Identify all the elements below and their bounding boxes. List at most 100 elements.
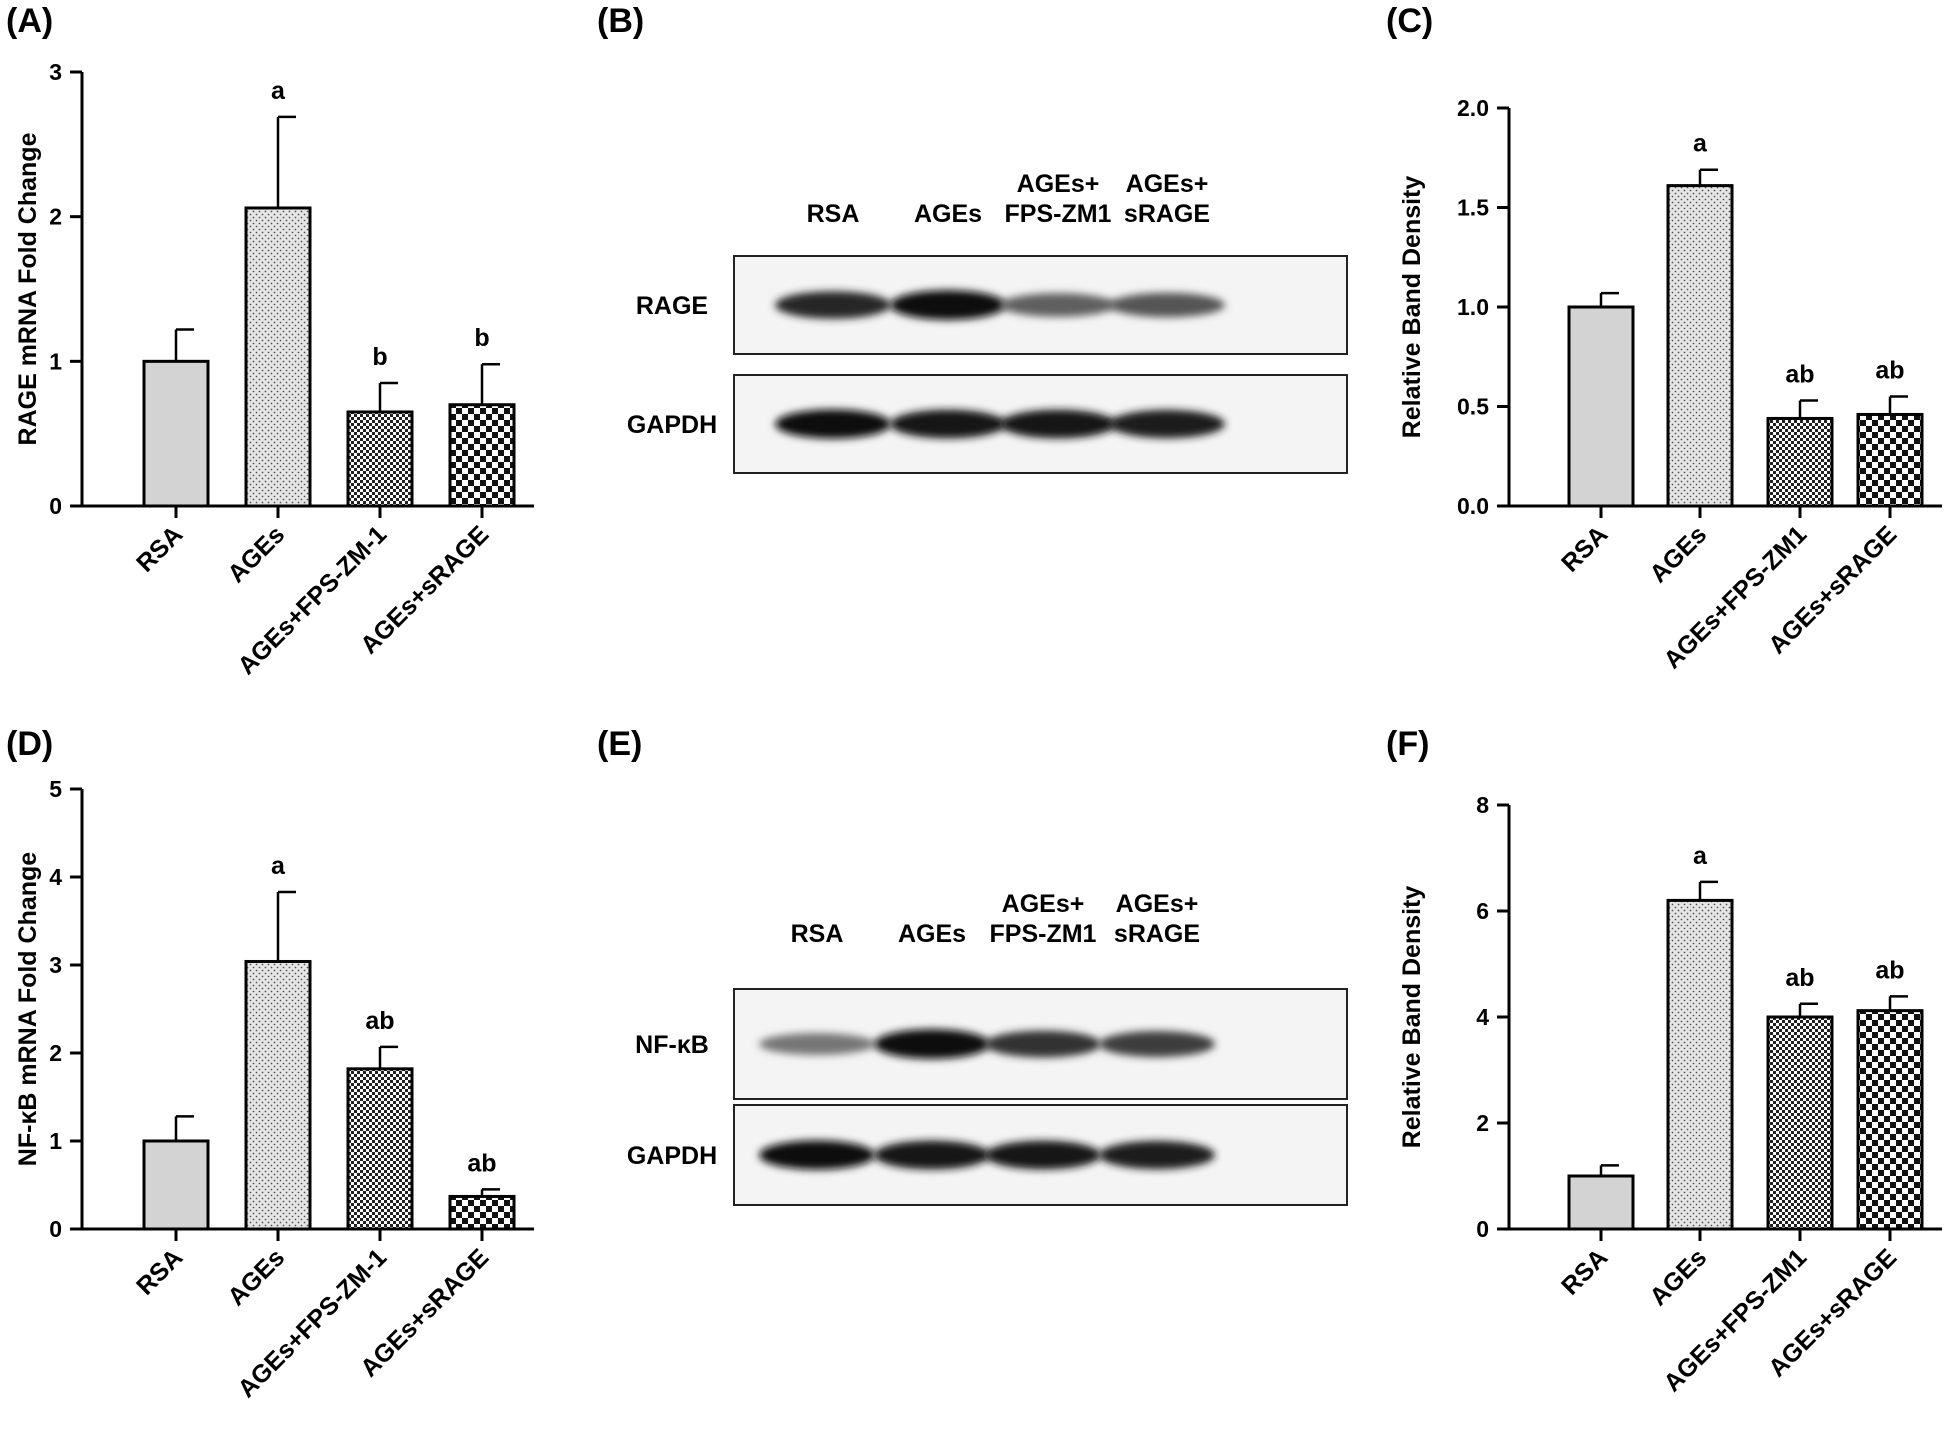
y-tick-label: 2 [49, 204, 62, 230]
significance-label: ab [1875, 956, 1904, 984]
bar [1766, 1015, 1834, 1231]
panel-label-c: (C) [1386, 2, 1433, 40]
bar [1567, 1174, 1635, 1231]
blot-band [1099, 1140, 1215, 1170]
significance-label: ab [1785, 361, 1814, 389]
blot-band [1099, 1031, 1215, 1057]
bar [346, 410, 414, 508]
blot-row-label: NF-κB [635, 1031, 709, 1059]
y-tick-label: 2 [1476, 1110, 1489, 1136]
y-tick-label: 8 [1476, 792, 1489, 818]
y-tick-label: 1.0 [1457, 294, 1489, 320]
lane-label: AGEs+ [1017, 170, 1100, 198]
blot-band [890, 409, 1006, 439]
y-tick-label: 1 [49, 348, 62, 374]
bar [244, 959, 312, 1231]
x-tick-label: RSA [131, 520, 188, 577]
blot-band [985, 1140, 1101, 1170]
y-tick-label: 3 [49, 952, 62, 978]
y-tick-label: 5 [49, 776, 62, 802]
lane-label: sRAGE [1124, 200, 1210, 228]
chart-rage-band-density: 0.0 0.5 1.0 1.5 2.0 Relative Band Density RSA a… [1398, 95, 1942, 674]
y-tick-label: 4 [49, 864, 62, 890]
significance-label: b [372, 343, 387, 371]
y-tick-label: 1.5 [1457, 195, 1489, 221]
panel-label-e: (E) [597, 725, 642, 763]
lane-label: sRAGE [1114, 920, 1200, 948]
lane-label: FPS-ZM1 [1005, 200, 1112, 228]
bar [1666, 898, 1734, 1231]
x-tick-label: RSA [131, 1243, 188, 1300]
x-tick-label: AGEs [1644, 1243, 1712, 1311]
y-tick-label: 6 [1476, 898, 1489, 924]
bar [1766, 416, 1834, 508]
lane-label: AGEs+ [1126, 170, 1209, 198]
y-tick-label: 0.0 [1457, 493, 1489, 519]
bar [244, 206, 312, 508]
y-tick-label: 0 [1476, 1216, 1489, 1242]
y-tick-label: 4 [1476, 1004, 1489, 1030]
significance-label: ab [1785, 964, 1814, 992]
y-axis-title: Relative Band Density [1398, 176, 1426, 439]
panel-label-b: (B) [597, 2, 644, 40]
lane-label: RSA [807, 200, 860, 228]
blot-band [874, 1140, 990, 1170]
blot-row-label: RAGE [636, 292, 708, 320]
lane-label: AGEs [914, 200, 982, 228]
y-tick-label: 0.5 [1457, 394, 1489, 420]
panel-label-f: (F) [1386, 725, 1429, 763]
significance-label: b [474, 324, 489, 352]
y-tick-label: 2.0 [1457, 95, 1489, 121]
blot-row-label: GAPDH [627, 411, 717, 439]
panel-label-d: (D) [6, 725, 53, 763]
blot-band [759, 1033, 875, 1055]
bar [1856, 1009, 1924, 1231]
lane-label: AGEs+ [1116, 890, 1199, 918]
y-axis-title: Relative Band Density [1398, 886, 1426, 1149]
bar [142, 359, 210, 508]
bar [142, 1139, 210, 1231]
blot-band [985, 1030, 1101, 1058]
lane-label: RSA [791, 920, 844, 948]
significance-label: a [271, 77, 286, 105]
significance-label: ab [365, 1007, 394, 1035]
blot-band [1000, 293, 1116, 317]
x-tick-label: RSA [1556, 1243, 1613, 1300]
y-tick-label: 0 [49, 493, 62, 519]
bar [1567, 305, 1635, 508]
x-tick-label: AGEs [1644, 520, 1712, 588]
x-tick-label: AGEs [222, 520, 290, 588]
panel-label-a: (A) [6, 2, 53, 40]
lane-label: FPS-ZM1 [990, 920, 1097, 948]
bar [448, 1194, 516, 1231]
bar [1856, 412, 1924, 508]
blot-band [1000, 409, 1116, 439]
y-tick-label: 1 [49, 1128, 62, 1154]
x-tick-label: RSA [1556, 520, 1613, 577]
blot-band [775, 409, 891, 439]
x-tick-label: AGEs [222, 1243, 290, 1311]
significance-label: a [1693, 842, 1708, 870]
significance-label: ab [1875, 357, 1904, 385]
y-axis-title: RAGE mRNA Fold Change [14, 132, 42, 445]
bar [1666, 184, 1734, 508]
blot-band [775, 291, 891, 319]
lane-label: AGEs+ [1002, 890, 1085, 918]
blot-band [1109, 292, 1225, 318]
y-tick-label: 2 [49, 1040, 62, 1066]
bar [346, 1067, 414, 1231]
significance-label: ab [467, 1149, 496, 1177]
y-tick-label: 3 [49, 59, 62, 85]
bar [448, 403, 516, 508]
y-axis-title: NF-κB mRNA Fold Change [14, 852, 42, 1166]
blot-row-label: GAPDH [627, 1142, 717, 1170]
blot-band [759, 1140, 875, 1170]
y-tick-label: 0 [49, 1216, 62, 1242]
blot-band [874, 1029, 990, 1059]
significance-label: a [1693, 130, 1708, 158]
